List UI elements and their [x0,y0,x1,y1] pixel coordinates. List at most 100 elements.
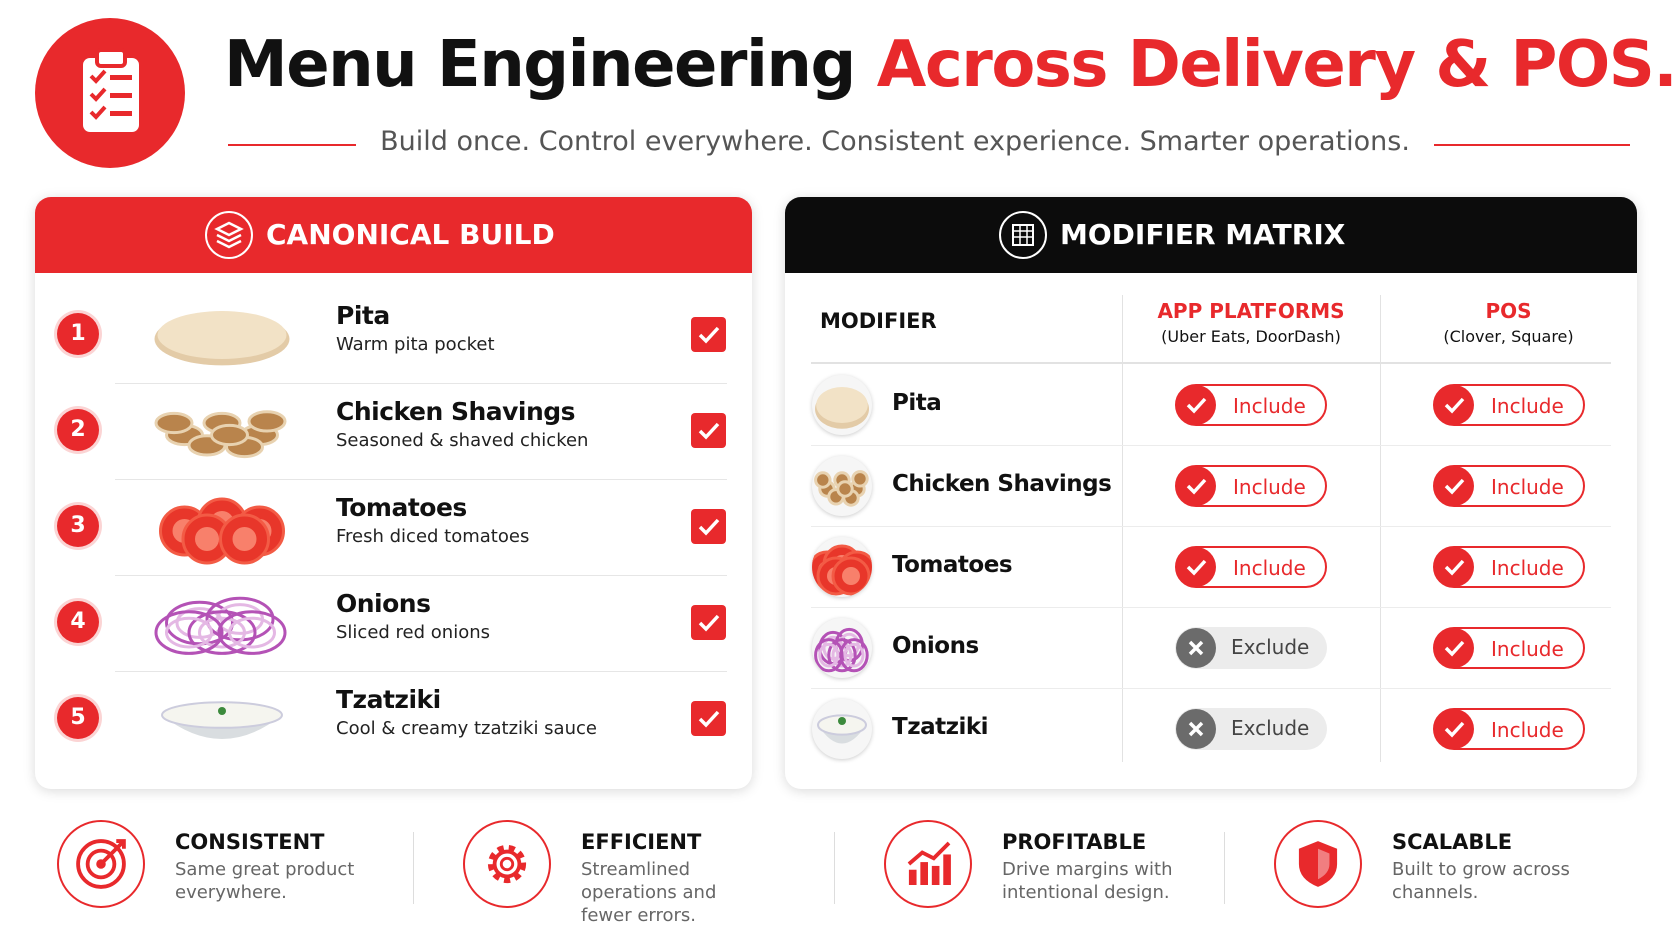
icon-shape [110,93,132,98]
icon [1444,640,1465,657]
icon [698,518,720,536]
icon-shape [1318,848,1330,880]
icon-shape [217,610,287,655]
feature-text: Drive margins with intentional design. [1002,859,1173,903]
icon-shape [831,642,853,668]
column-divider [1122,295,1123,762]
icon-shape [218,707,226,715]
icon-shape [214,221,244,249]
icon [1186,397,1207,414]
step-number: 1 [57,313,99,355]
item-description: Sliced red onions [336,622,490,643]
icon-shape [110,75,132,80]
checkbox [691,509,726,544]
include-pill: Include [1175,465,1327,507]
icon-shape [1298,841,1338,887]
icon-shape [1013,225,1033,245]
icon-shape [838,717,846,725]
modifier-name: Tomatoes [892,552,1013,578]
item-description: Warm pita pocket [336,334,495,355]
pill-label: Exclude [1231,635,1310,659]
matrix-panel: MODIFIER MATRIX MODIFIER APP PLATFORMS (Ube… [785,197,1637,789]
column-header: MODIFIER [820,309,937,333]
feature-title: PROFITABLE [1002,830,1147,854]
pill-label: Include [1233,394,1306,418]
canonical-panel: CANONICAL BUILD 1 Pita Warm pita pocket 2 Chi… [35,197,752,789]
icon-shape [1186,397,1207,414]
icon-shape [1444,721,1465,738]
exclude-pill: Exclude [1175,708,1327,750]
modifier-thumb [812,375,872,435]
item-name: Tomatoes [336,493,467,522]
icon-shape [1012,224,1034,246]
icon-shape [698,422,720,440]
header-icon [999,211,1047,259]
feature-divider [1224,832,1225,904]
icon-shape [228,616,276,649]
pill-icon [1176,466,1216,506]
food-image [147,487,297,567]
icon-shape [1444,478,1465,495]
step-number: 5 [57,697,99,739]
icon-shape [1188,640,1204,656]
icon [1444,397,1465,414]
icon-shape [816,387,868,423]
panel-title: MODIFIER MATRIX [1060,218,1346,251]
icon [154,410,287,459]
icon-shape [154,411,194,435]
icon-shape [908,869,917,885]
pill-label: Include [1233,475,1306,499]
icon [1186,559,1207,576]
header-icon [205,211,253,259]
icon-shape [843,642,865,668]
modifier-name: Chicken Shavings [892,471,1112,497]
modifier-name: Onions [892,633,979,659]
column-subheader: (Uber Eats, DoorDash) [1161,327,1341,346]
icon [698,614,720,632]
include-pill: Include [1433,384,1585,426]
icon [1444,478,1465,495]
item-description: Cool & creamy tzatziki sauce [336,718,597,739]
row-divider [115,479,727,480]
item-name: Pita [336,301,390,330]
pill-label: Include [1491,637,1564,661]
icon-shape [814,471,832,489]
feature-title: SCALABLE [1392,830,1513,854]
icon [814,627,869,673]
icon-shape [842,567,860,585]
logo [35,18,185,168]
icon-shape [1188,721,1204,737]
step-number: 3 [57,505,99,547]
feature-title: EFFICIENT [581,830,702,854]
modifier-thumb [812,456,872,516]
row-divider [115,671,727,672]
icon-shape [698,614,720,632]
icon-shape [851,470,869,488]
icon [487,844,527,884]
icon [214,221,244,249]
icon [161,701,283,739]
food-image [147,679,297,759]
pill-label: Include [1491,394,1564,418]
icon-shape [1186,478,1207,495]
feature-icon [57,820,145,908]
modifier-thumb [812,537,872,597]
icon [812,544,872,596]
icon-shape [492,849,522,879]
feature-icon [1274,820,1362,908]
panel-header [35,197,752,273]
column-divider [1380,295,1381,762]
pill-icon [1434,385,1474,425]
icon-shape [99,839,126,866]
pill-icon [1434,547,1474,587]
icon [698,710,720,728]
icon [1444,721,1465,738]
row-divider [811,607,1611,608]
icon [76,839,126,889]
icon-shape [89,87,107,102]
checkbox [691,701,726,736]
checkbox [691,317,726,352]
icon-shape [247,410,287,433]
